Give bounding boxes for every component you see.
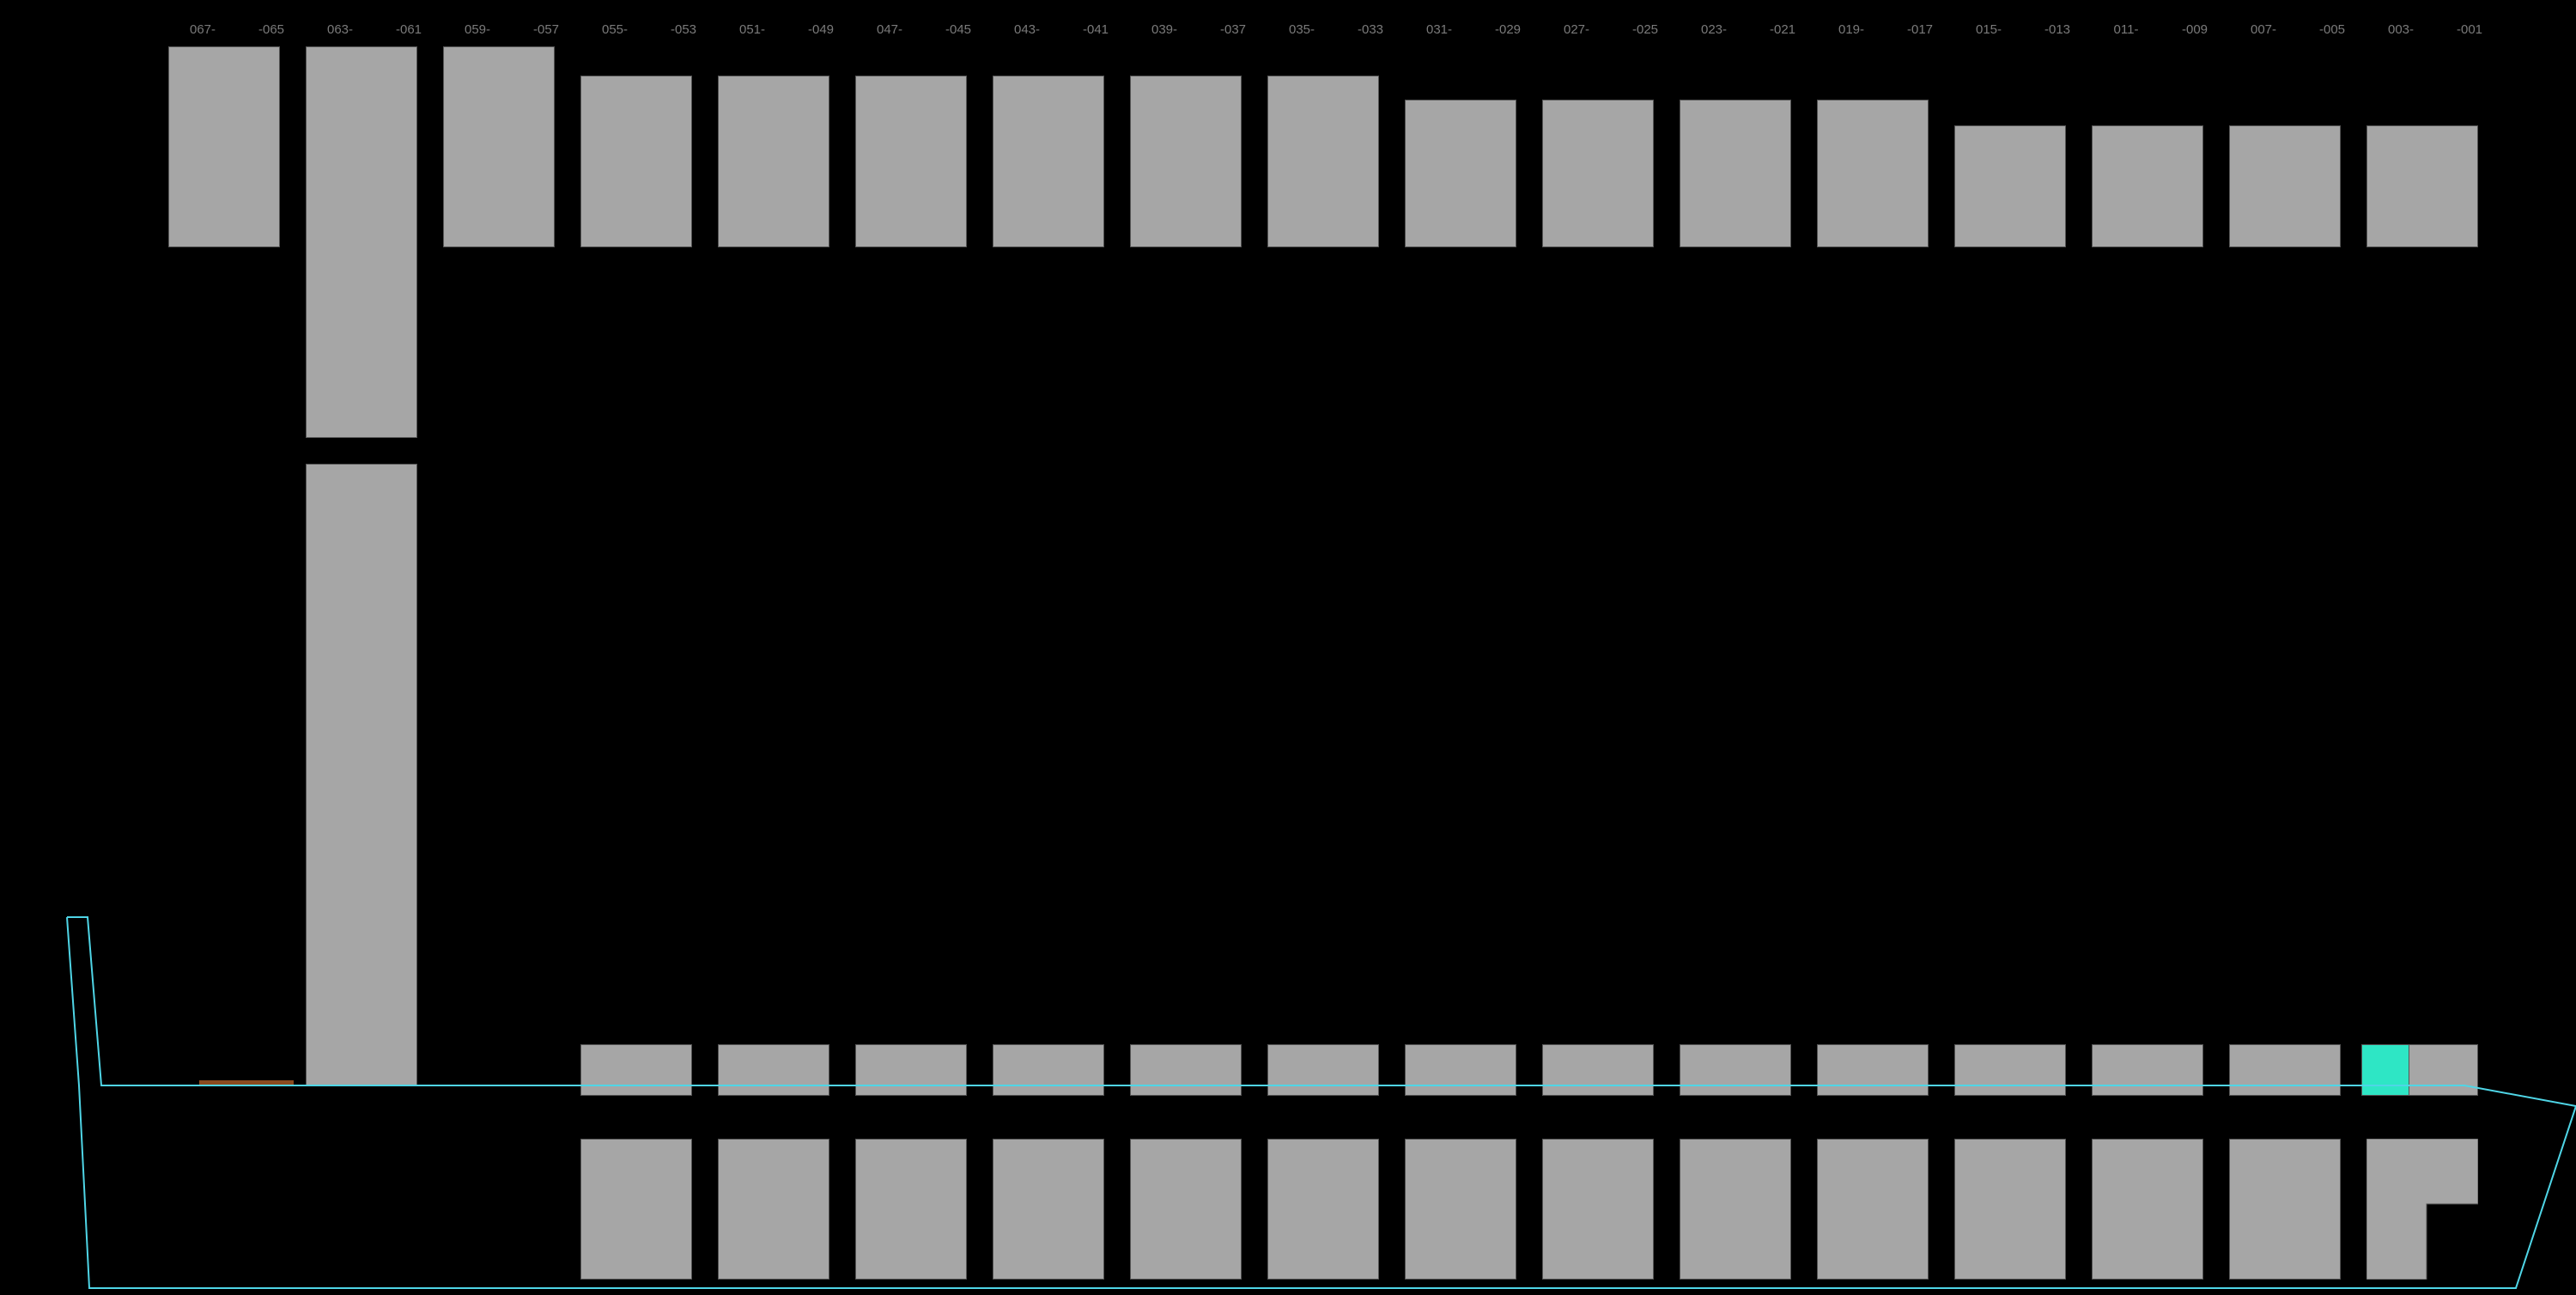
deck-bay-block xyxy=(168,46,280,247)
cargo-hold xyxy=(993,1139,1104,1280)
bay-label: 043- xyxy=(1012,22,1042,37)
bay-label: -037 xyxy=(1218,22,1249,37)
bay-label: -045 xyxy=(943,22,974,37)
bay-label: -061 xyxy=(393,22,424,37)
bay-label: 063- xyxy=(325,22,355,37)
bay-label: -025 xyxy=(1630,22,1661,37)
bay-label: -001 xyxy=(2454,22,2485,37)
deck-bay-block xyxy=(1954,125,2066,247)
cargo-hold xyxy=(1267,1139,1379,1280)
bay-label: 047- xyxy=(874,22,905,37)
bay-label: -005 xyxy=(2317,22,2348,37)
bay-label: 027- xyxy=(1561,22,1592,37)
stern-deck-mark xyxy=(199,1080,294,1085)
deck-bay-block xyxy=(580,76,692,247)
deck-bay-block xyxy=(855,76,967,247)
cargo-hold xyxy=(1954,1139,2066,1280)
cargo-hold xyxy=(718,1139,829,1280)
bay-label: -021 xyxy=(1767,22,1798,37)
hatch-cover xyxy=(580,1044,692,1096)
bay-label: -049 xyxy=(805,22,836,37)
hatch-cover xyxy=(1542,1044,1654,1096)
bay-label: 007- xyxy=(2248,22,2279,37)
cargo-hold xyxy=(2092,1139,2203,1280)
cargo-hold xyxy=(1817,1139,1929,1280)
cargo-hold xyxy=(2229,1139,2341,1280)
cargo-hold xyxy=(1542,1139,1654,1280)
bay-label: -041 xyxy=(1080,22,1111,37)
deck-bay-block xyxy=(1542,100,1654,247)
hatch-cover xyxy=(1680,1044,1791,1096)
cargo-hold xyxy=(1680,1139,1791,1280)
cargo-hold xyxy=(580,1139,692,1280)
deck-bay-block xyxy=(718,76,829,247)
bay-label: -057 xyxy=(531,22,562,37)
bay-label: 015- xyxy=(1973,22,2004,37)
bay-label: 067- xyxy=(187,22,218,37)
hatch-cover xyxy=(1405,1044,1516,1096)
deck-bay-block xyxy=(1680,100,1791,247)
hatch-cover xyxy=(1267,1044,1379,1096)
cargo-hold xyxy=(1405,1139,1516,1280)
deck-bay-block xyxy=(1267,76,1379,247)
hatch-cover xyxy=(718,1044,829,1096)
bay-label: 039- xyxy=(1149,22,1180,37)
bay-label: 003- xyxy=(2385,22,2416,37)
deck-bay-block xyxy=(1130,76,1242,247)
hatch-cover xyxy=(993,1044,1104,1096)
bay-label: 011- xyxy=(2111,22,2142,37)
selected-slot xyxy=(2361,1044,2409,1096)
bay-label: 051- xyxy=(737,22,768,37)
bay-label: -065 xyxy=(256,22,287,37)
bay-label: 023- xyxy=(1698,22,1729,37)
bay-label: 055- xyxy=(599,22,630,37)
bay-label: 035- xyxy=(1286,22,1317,37)
bridge-tower-lower xyxy=(306,464,417,1085)
bay-label: -033 xyxy=(1355,22,1386,37)
bay-label: -017 xyxy=(1905,22,1935,37)
deck-bay-block xyxy=(2229,125,2341,247)
hatch-cover xyxy=(1817,1044,1929,1096)
hatch-cover xyxy=(2229,1044,2341,1096)
bay-label: -053 xyxy=(668,22,699,37)
hatch-cover xyxy=(1130,1044,1242,1096)
hatch-cover xyxy=(2092,1044,2203,1096)
deck-bay-block xyxy=(993,76,1104,247)
hatch-cover xyxy=(855,1044,967,1096)
bridge-tower-upper xyxy=(306,46,417,438)
hatch-cover xyxy=(1954,1044,2066,1096)
deck-bay-block xyxy=(2092,125,2203,247)
deck-bay-block xyxy=(2366,125,2478,247)
deck-bay-block xyxy=(1817,100,1929,247)
bay-label: -029 xyxy=(1492,22,1523,37)
ship-bay-diagram: 067- -065 063- -061 059- -057 055- -053 051- -049… xyxy=(0,0,2576,1295)
cargo-hold xyxy=(1130,1139,1242,1280)
deck-bay-block xyxy=(443,46,555,247)
cargo-hold xyxy=(855,1139,967,1280)
bay-label: 059- xyxy=(462,22,493,37)
bay-label: 019- xyxy=(1836,22,1867,37)
cargo-hold-bow xyxy=(2366,1139,2478,1280)
deck-bay-block xyxy=(1405,100,1516,247)
bay-label: 031- xyxy=(1424,22,1455,37)
bay-label: -013 xyxy=(2042,22,2073,37)
bay-label: -009 xyxy=(2179,22,2210,37)
